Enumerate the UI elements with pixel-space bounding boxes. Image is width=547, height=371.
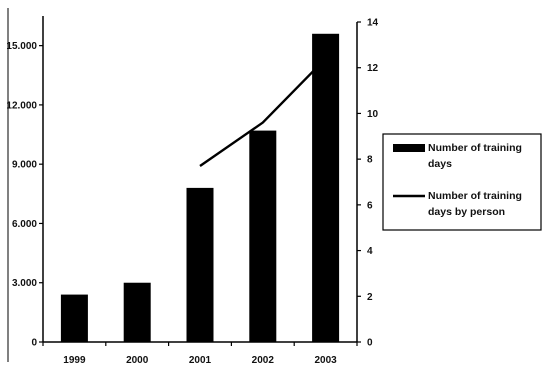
bar-2001	[187, 188, 214, 342]
right-axis-tick-label: 2	[367, 292, 373, 303]
x-axis-tick-label: 2002	[252, 355, 275, 366]
legend-label-training-days: Number of training	[428, 142, 522, 154]
x-axis-tick-label: 2001	[189, 355, 212, 366]
legend-label-training-days-by-person: days by person	[428, 206, 505, 218]
left-axis-tick-label: 0	[31, 338, 37, 349]
legend-label-training-days-by-person: Number of training	[428, 190, 522, 202]
x-axis-tick-label: 2003	[314, 355, 337, 366]
right-axis-tick-label: 12	[367, 63, 379, 74]
left-axis-tick-label: 3.000	[12, 278, 37, 289]
left-axis-tick-label: 9.000	[12, 160, 37, 171]
x-axis-tick-label: 1999	[63, 355, 86, 366]
bar-2000	[124, 283, 151, 342]
left-axis-tick-label: 6.000	[12, 219, 37, 230]
left-axis-tick-label: 12.000	[6, 100, 37, 111]
bar-2003	[312, 34, 339, 342]
right-axis-tick-label: 0	[367, 338, 373, 349]
legend-label-training-days: days	[428, 158, 452, 170]
x-axis-tick-label: 2000	[126, 355, 149, 366]
right-axis-tick-label: 8	[367, 155, 373, 166]
legend-bar-swatch	[393, 144, 425, 152]
right-axis-tick-label: 14	[367, 18, 379, 29]
right-axis-tick-label: 10	[367, 109, 379, 120]
left-axis-tick-label: 15.000	[6, 41, 37, 52]
right-axis-tick-label: 4	[367, 246, 373, 257]
right-axis-tick-label: 6	[367, 200, 373, 211]
bar-2002	[249, 131, 276, 342]
bar-1999	[61, 295, 88, 342]
